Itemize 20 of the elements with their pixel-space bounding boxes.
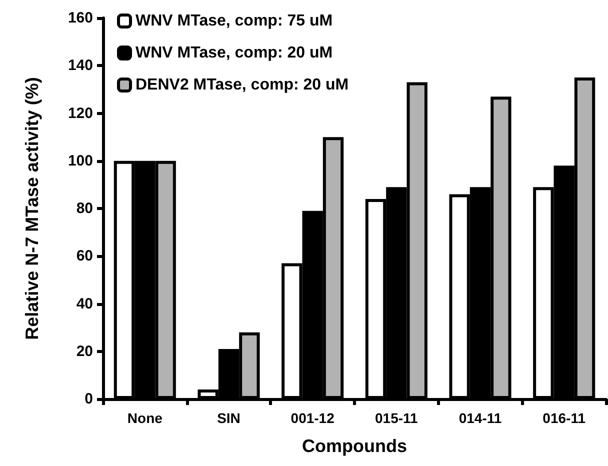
y-tick-label: 0	[84, 390, 93, 408]
y-tick-label: 80	[76, 200, 93, 217]
legend-label: WNV MTase, comp: 75 uM	[136, 12, 333, 30]
x-tick-label: 016-11	[542, 410, 586, 426]
y-tick-label: 160	[68, 10, 93, 26]
legend-label: DENV2 MTase, comp: 20 uM	[136, 76, 349, 94]
y-tick-label: 100	[68, 152, 93, 170]
y-tick-label: 60	[76, 248, 93, 265]
x-tick-label: 015-11	[375, 410, 418, 426]
x-tick-label: 001-12	[290, 410, 335, 426]
x-tick-label: 014-11	[458, 410, 502, 426]
y-tick-label: 40	[76, 295, 93, 312]
y-tick-label: 20	[76, 342, 93, 360]
x-tick-label: None	[127, 410, 163, 426]
legend-label: WNV MTase, comp: 20 uM	[136, 44, 333, 62]
x-tick-label: SIN	[217, 410, 240, 426]
y-axis-title: Relative N-7 MTase activity (%)	[22, 77, 42, 340]
y-tick-label: 140	[68, 57, 93, 74]
y-tick-label: 120	[68, 104, 93, 122]
x-axis-title: Compounds	[302, 436, 407, 456]
